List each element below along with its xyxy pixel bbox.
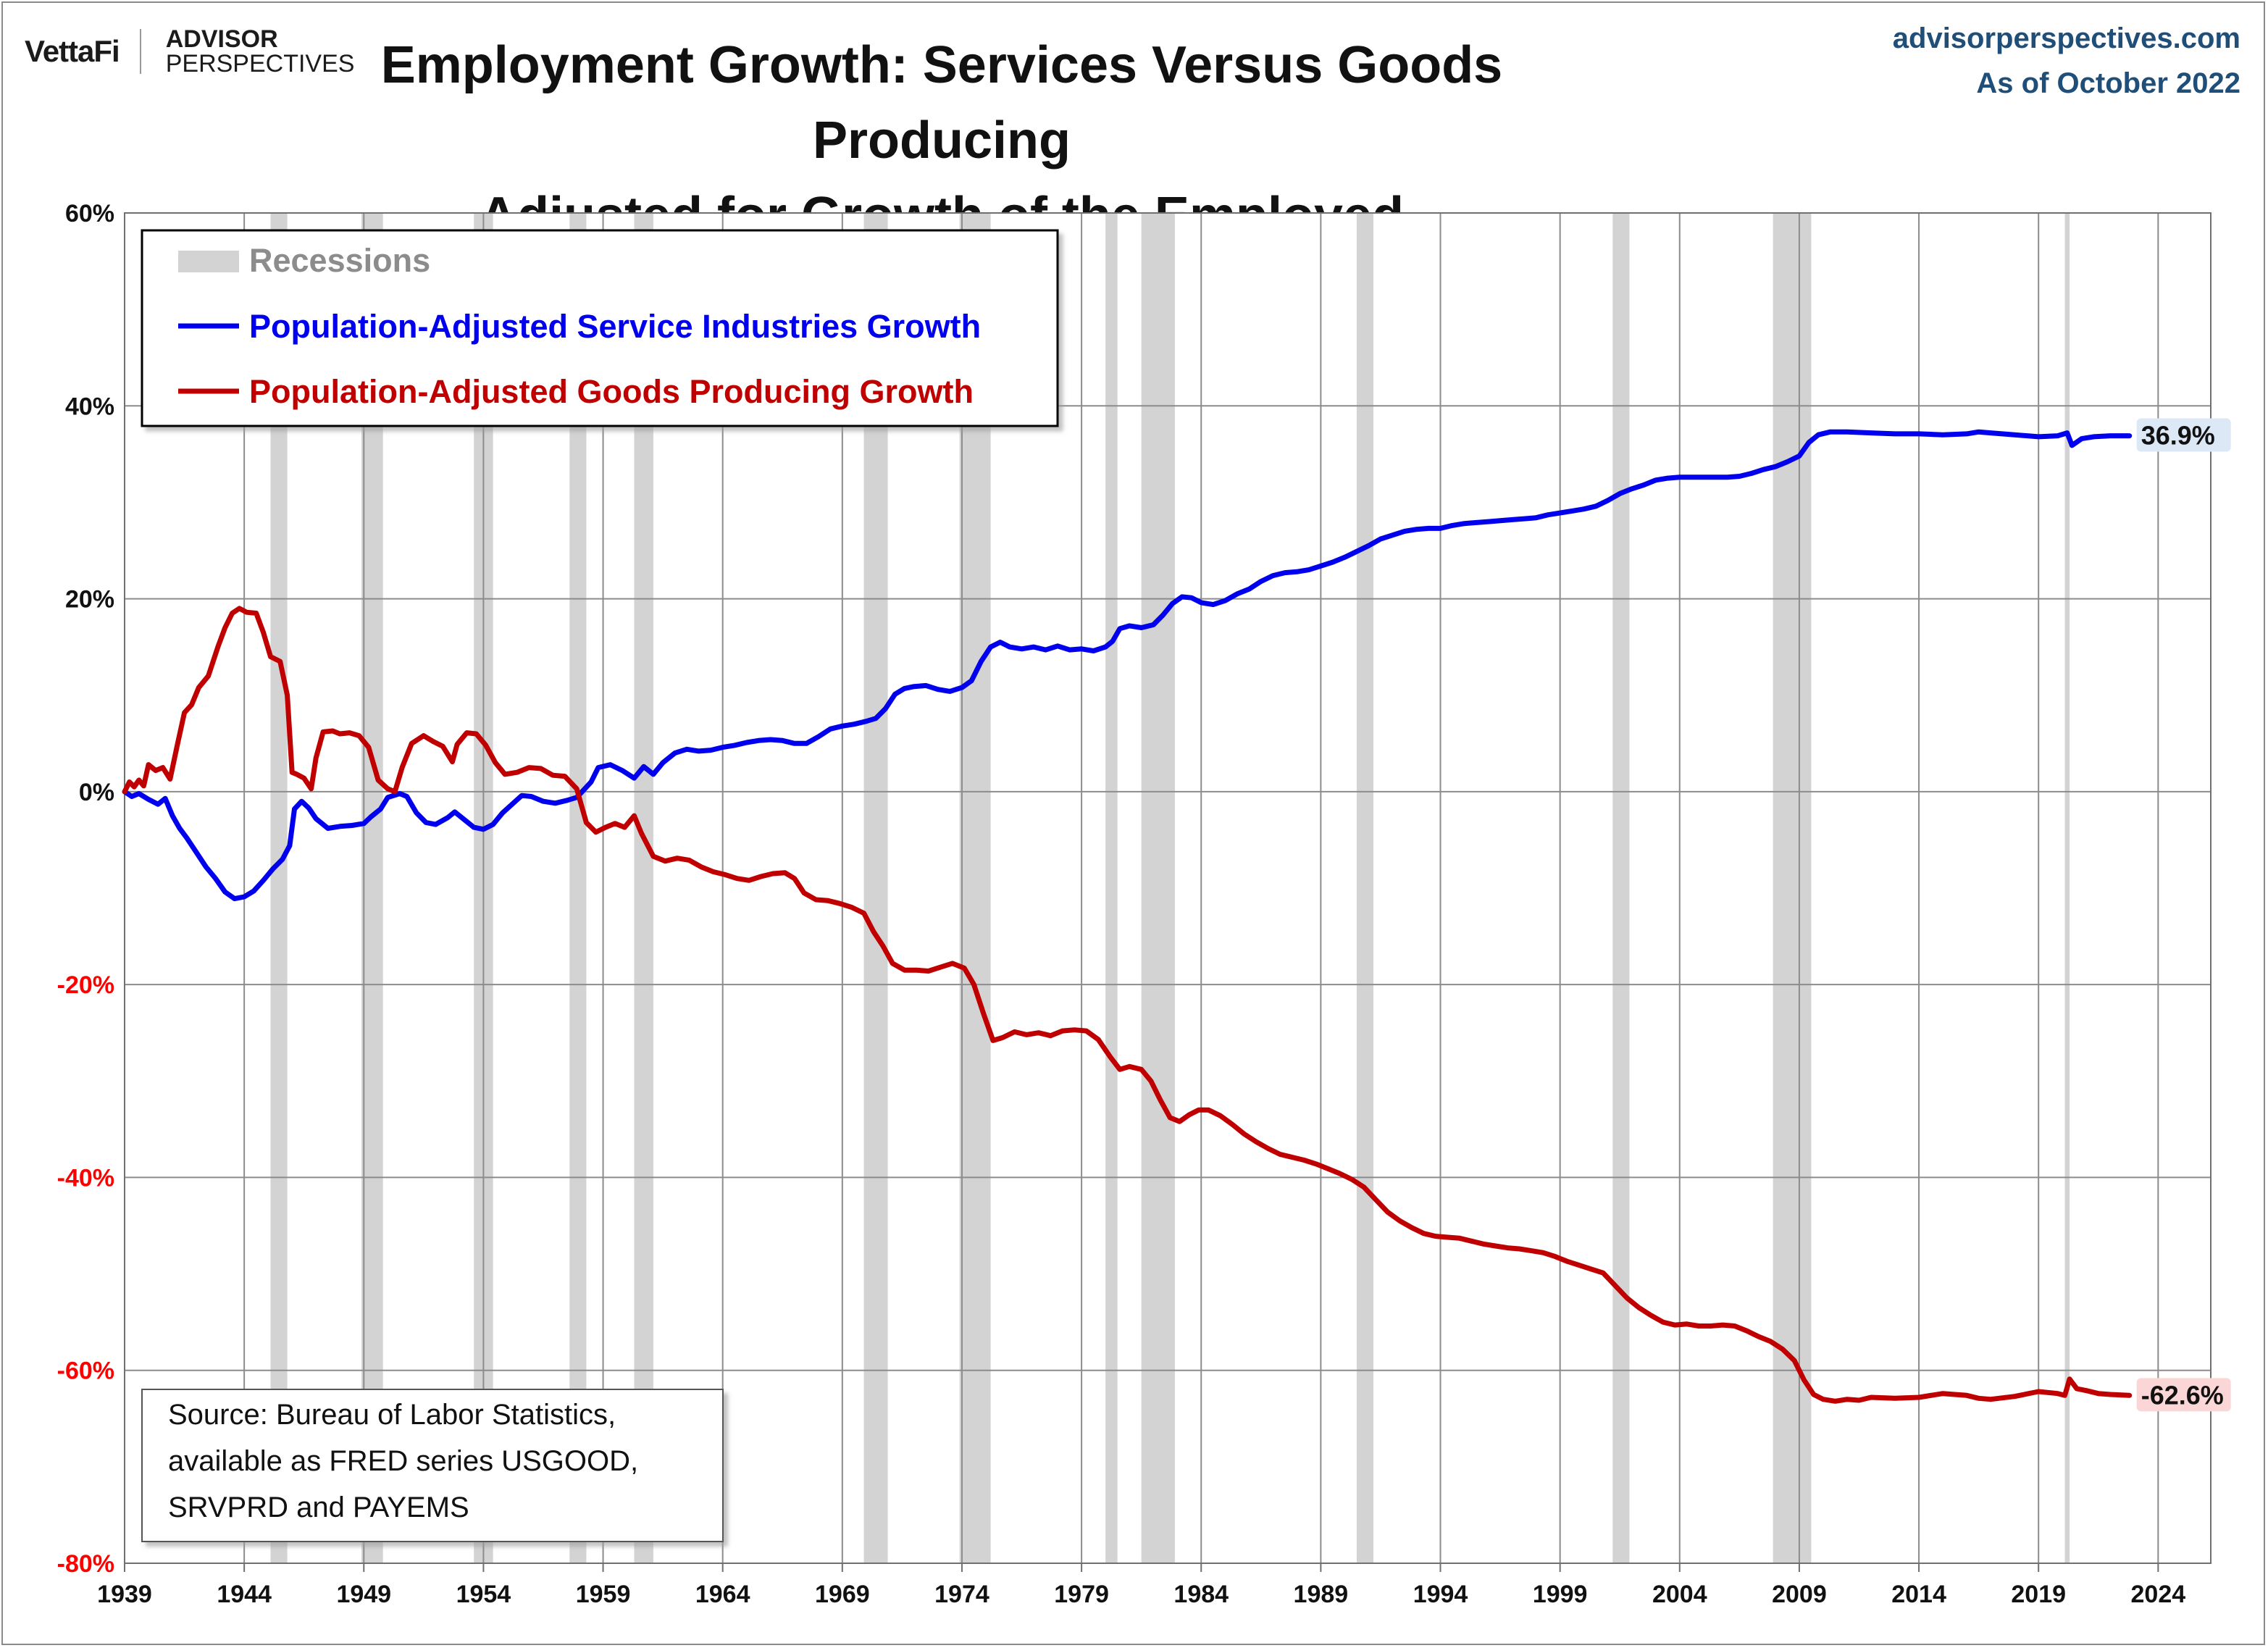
header-source: advisorperspectives.com As of October 20… [1893,16,2240,106]
as-of-date: As of October 2022 [1976,67,2240,99]
x-tick-label-16: 2019 [2011,1581,2066,1608]
x-tick-label-10: 1989 [1294,1581,1349,1608]
end-label-services: 36.9% [2141,421,2215,451]
x-tick-label-7: 1974 [934,1581,989,1608]
x-tick-label-13: 2004 [1652,1581,1707,1608]
logo-divider [139,29,141,74]
series-lines [122,429,2133,1404]
y-axis-ticks: 60% 40% 20% 0% -20% -40% -60% -80% [57,200,114,1578]
recession-band-9 [1141,213,1175,1563]
recession-band-12 [1773,213,1812,1563]
recession-band-2 [361,213,383,1563]
x-tick-label-4: 1959 [576,1581,631,1608]
y-tick-label-0: 60% [65,200,114,227]
x-tick-label-0: 1939 [97,1581,152,1608]
series-line-goods [122,606,2133,1404]
end-label-bg-goods [2136,1378,2231,1412]
recession-band-8 [1105,213,1118,1563]
end-labels: 36.9% -62.6% [2136,418,2231,1412]
recession-band-5 [634,213,653,1563]
x-tick-label-8: 1979 [1054,1581,1109,1608]
plot-border [124,212,2211,1564]
legend-box [141,229,1059,427]
y-tick-label-2: 20% [65,586,114,614]
y-tick-label-1: 40% [65,393,114,420]
legend-label-recessions: Recessions [249,242,430,279]
brand-name-line1: ADVISOR [165,25,278,53]
source-box: Source: Bureau of Labor Statistics, avai… [141,1389,724,1542]
x-tick-label-12: 1999 [1533,1581,1588,1608]
brand-name-line2: PERSPECTIVES [165,50,355,78]
end-label-goods: -62.6% [2141,1380,2224,1410]
recession-band-6 [863,213,888,1563]
recession-band-1 [270,213,288,1563]
legend-swatch-recessions [178,251,239,272]
source-line-3: SRVPRD and PAYEMS [168,1492,469,1523]
x-tick-label-5: 1964 [695,1581,750,1608]
source-line-1: Source: Bureau of Labor Statistics, [168,1399,616,1431]
recession-band-4 [569,213,587,1563]
recession-band-10 [1356,213,1374,1563]
x-axis-ticks: 1939 1944 1949 1954 1959 1964 1969 1974 1979 1984… [97,1563,2185,1608]
y-tick-label-6: -60% [57,1358,114,1385]
x-tick-label-1: 1944 [217,1581,272,1608]
y-tick-label-5: -40% [57,1164,114,1192]
chart-title-line1: Employment Growth: Services Versus Goods… [380,36,1503,170]
x-tick-label-6: 1969 [815,1581,870,1608]
brand-logo: VettaFi ADVISOR PERSPECTIVES [25,26,354,77]
x-tick-label-17: 2024 [2131,1581,2186,1608]
website-label: advisorperspectives.com [1892,22,2240,54]
x-tick-label-3: 1954 [456,1581,511,1608]
recession-band-11 [1612,213,1630,1563]
x-tick-label-9: 1984 [1173,1581,1229,1608]
x-tick-label-14: 2009 [1772,1581,1827,1608]
legend-label-services: Population-Adjusted Service Industries G… [249,308,981,345]
source-line-2: available as FRED series USGOOD, [168,1445,638,1477]
advisor-perspectives-wordmark: ADVISOR PERSPECTIVES [166,27,355,76]
recession-band-13 [2064,213,2070,1563]
legend: Recessions Population-Adjusted Service I… [141,229,1059,427]
source-box-frame [141,1389,724,1542]
y-tick-label-7: -80% [57,1550,114,1578]
vettafi-wordmark: VettaFi [25,34,120,68]
series-line-services [122,429,2133,902]
legend-label-goods: Population-Adjusted Goods Producing Grow… [249,373,974,410]
y-tick-label-4: -20% [57,971,114,999]
x-tick-label-2: 1949 [336,1581,391,1608]
x-tick-label-15: 2014 [1891,1581,1946,1608]
recession-band-7 [959,213,991,1563]
x-tick-label-11: 1994 [1413,1581,1468,1608]
y-tick-label-3: 0% [79,779,114,806]
end-label-bg-services [2136,418,2231,452]
